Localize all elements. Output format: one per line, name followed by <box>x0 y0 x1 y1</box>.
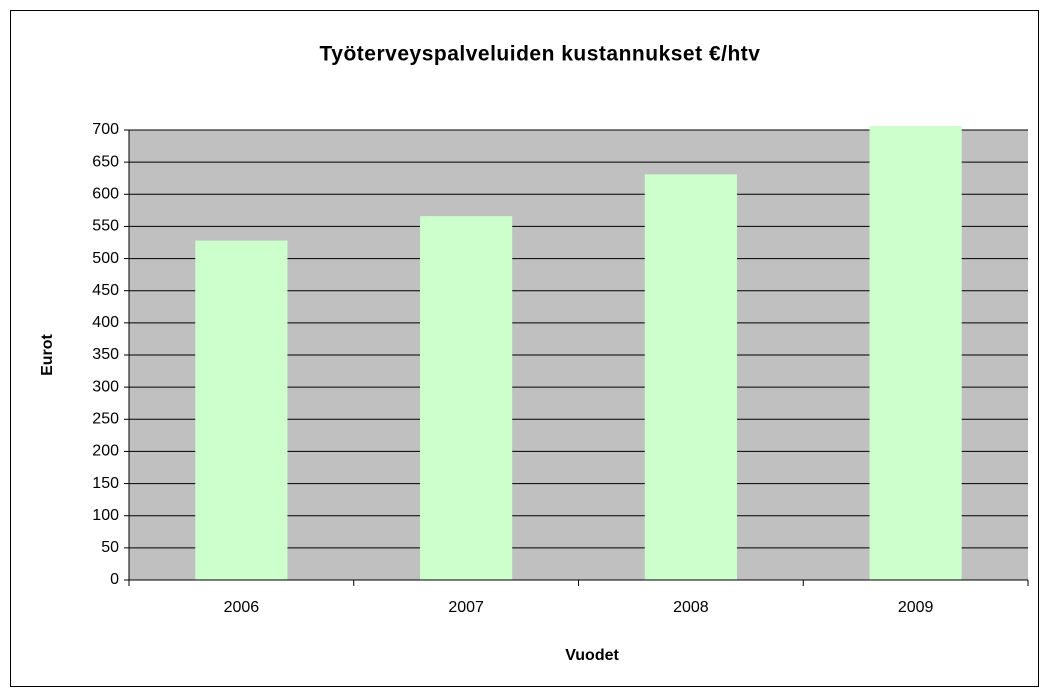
y-tick-label: 400 <box>92 314 119 331</box>
y-tick-label: 50 <box>101 539 119 556</box>
chart-title: Työterveyspalveluiden kustannukset €/htv <box>320 43 761 66</box>
y-tick-label: 450 <box>92 282 119 299</box>
y-tick-label: 0 <box>110 571 119 588</box>
y-tick-label: 300 <box>92 378 119 395</box>
y-axis-label: Eurot <box>39 333 56 375</box>
y-tick-label: 200 <box>92 443 119 460</box>
bar <box>869 126 962 581</box>
y-tick-label: 250 <box>92 411 119 428</box>
y-tick-label: 600 <box>92 186 119 203</box>
bar <box>644 174 737 580</box>
y-tick-label: 650 <box>92 153 119 170</box>
y-tick-label: 700 <box>92 121 119 138</box>
x-tick-label: 2007 <box>448 599 484 616</box>
y-tick-label: 500 <box>92 250 119 267</box>
bar <box>195 240 288 581</box>
x-tick-label: 2006 <box>224 599 260 616</box>
y-tick-label: 150 <box>92 475 119 492</box>
y-tick-label: 350 <box>92 346 119 363</box>
y-tick-label: 100 <box>92 507 119 524</box>
y-tick-label: 550 <box>92 218 119 235</box>
x-tick-label: 2008 <box>673 599 709 616</box>
x-axis-label: Vuodet <box>565 647 619 664</box>
bar <box>420 216 513 580</box>
x-tick-label: 2009 <box>898 599 934 616</box>
